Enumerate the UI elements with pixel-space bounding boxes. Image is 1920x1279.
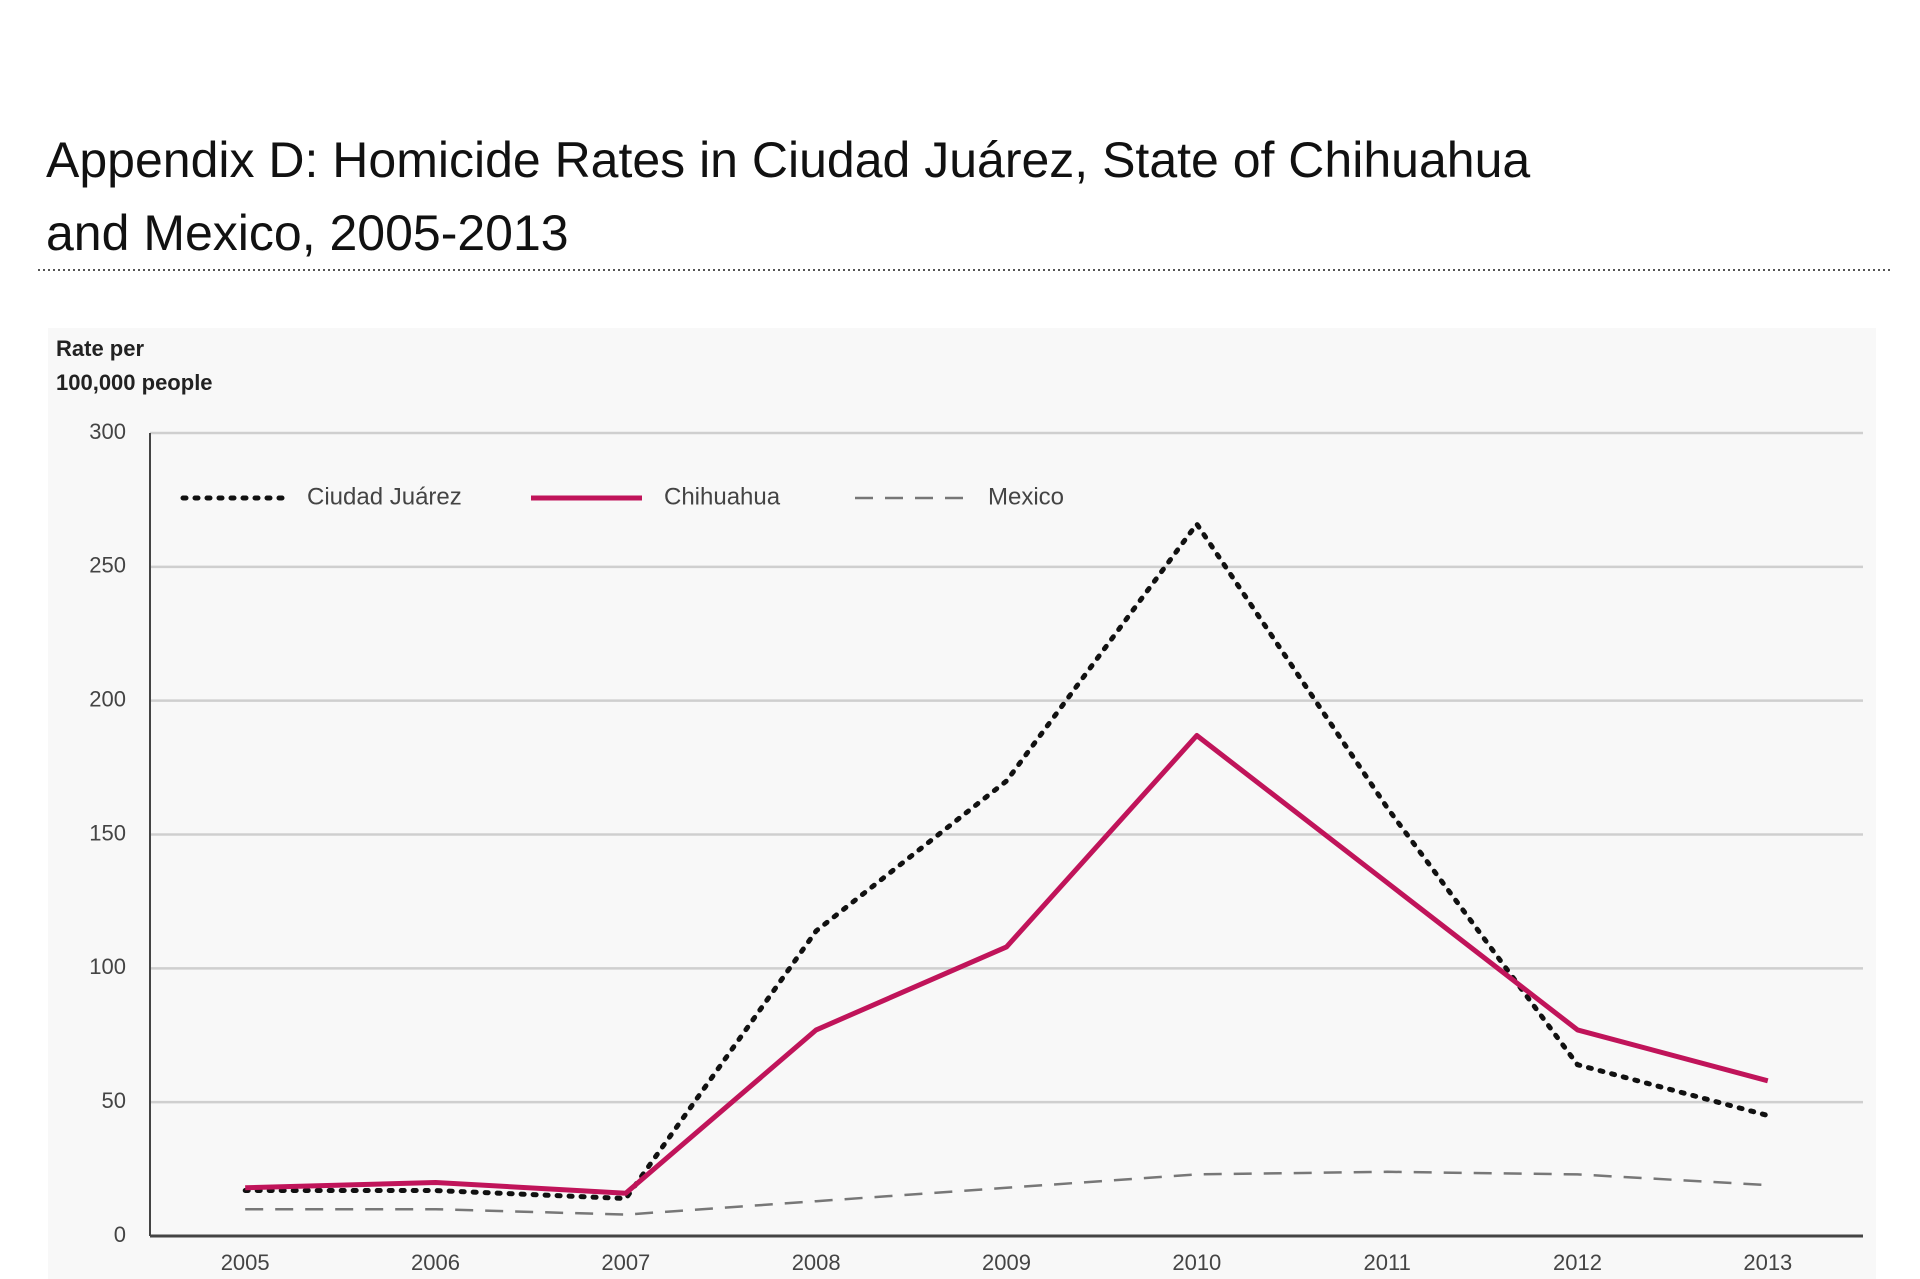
series-line: [245, 733, 1769, 1196]
legend-label: Ciudad Juárez: [307, 483, 462, 510]
x-tick-label: 2012: [1553, 1250, 1602, 1275]
x-tick-label: 2007: [601, 1250, 650, 1275]
y-tick-label: 300: [89, 419, 126, 444]
y-axis-title: Rate per: [56, 336, 144, 361]
x-tick-label: 2013: [1743, 1250, 1792, 1275]
y-tick-label: 100: [89, 954, 126, 979]
series-line: [245, 1170, 1768, 1216]
y-tick-label: 0: [114, 1222, 126, 1247]
legend-label: Mexico: [988, 483, 1064, 510]
x-tick-label: 2008: [792, 1250, 841, 1275]
y-tick-label: 150: [89, 820, 126, 845]
x-tick-label: 2010: [1172, 1250, 1221, 1275]
x-tick-label: 2009: [982, 1250, 1031, 1275]
y-tick-label: 200: [89, 686, 126, 711]
chart-panel: [48, 328, 1876, 1279]
y-tick-label: 250: [89, 553, 126, 578]
chart-title: and Mexico, 2005-2013: [46, 205, 569, 261]
x-tick-label: 2011: [1364, 1250, 1411, 1275]
x-tick-label: 2005: [221, 1250, 270, 1275]
y-axis-title: 100,000 people: [56, 370, 213, 395]
y-tick-label: 50: [102, 1088, 126, 1113]
x-tick-label: 2006: [411, 1250, 460, 1275]
chart-title: Appendix D: Homicide Rates in Ciudad Juá…: [46, 132, 1530, 188]
legend-label: Chihuahua: [664, 483, 781, 510]
